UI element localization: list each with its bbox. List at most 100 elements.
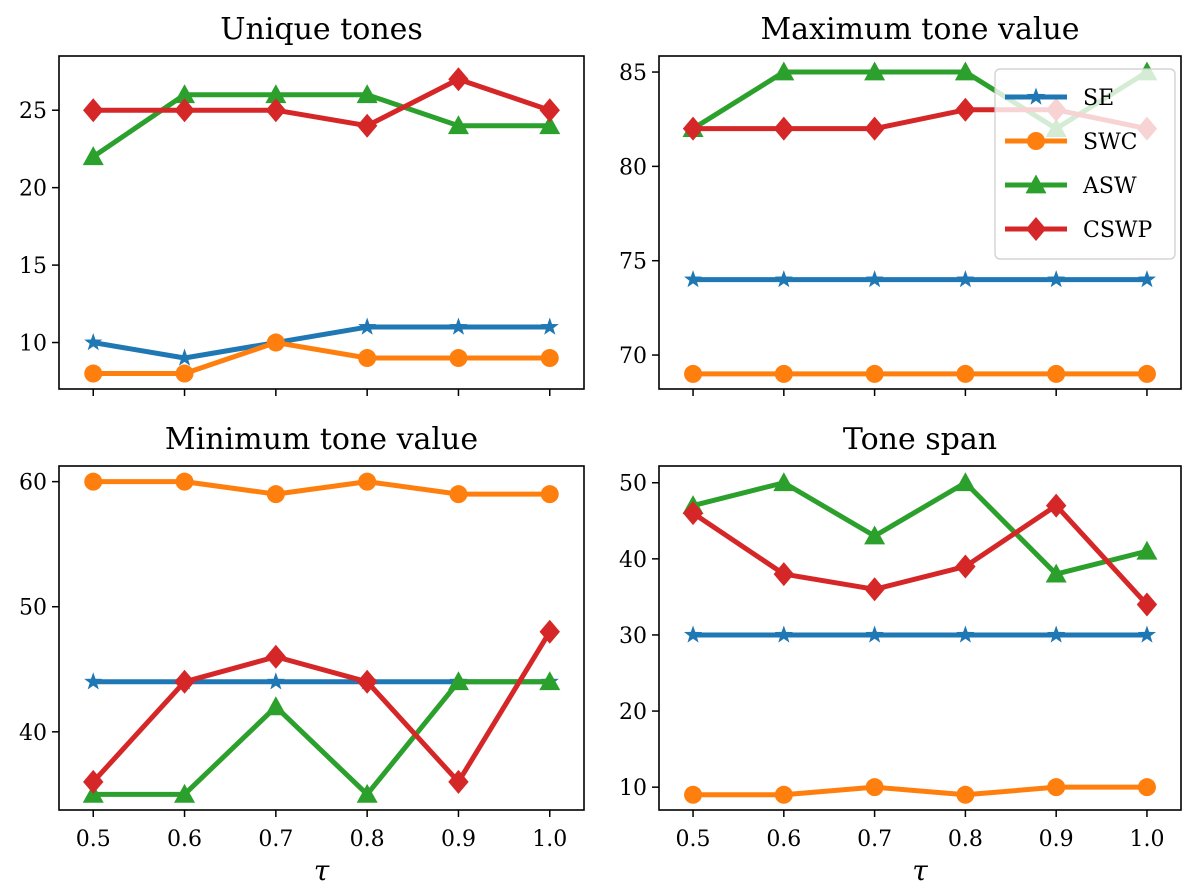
data-point-cswp bbox=[174, 98, 195, 123]
y-tick-label: 20 bbox=[619, 700, 647, 725]
data-point-cswp bbox=[1045, 493, 1067, 518]
axes-frame bbox=[658, 465, 1182, 811]
legend-label: CSWP bbox=[1083, 218, 1153, 243]
series-swc bbox=[84, 472, 559, 504]
data-point-se bbox=[84, 333, 103, 351]
data-point-swc bbox=[449, 349, 468, 368]
data-point-swc bbox=[358, 349, 377, 368]
y-tick-label: 80 bbox=[619, 155, 647, 180]
x-tick-label: 0.6 bbox=[766, 827, 801, 852]
data-point-cswp bbox=[682, 116, 704, 141]
series-se bbox=[684, 270, 1156, 288]
series-line-asw bbox=[690, 480, 1150, 577]
data-point-swc bbox=[956, 364, 975, 383]
data-point-asw bbox=[265, 696, 287, 716]
data-point-swc bbox=[175, 364, 194, 383]
data-point-asw bbox=[1136, 540, 1158, 560]
series-line-cswp bbox=[90, 629, 553, 785]
data-point-cswp bbox=[682, 501, 704, 526]
legend-marker bbox=[1025, 174, 1047, 194]
panel-title: Tone span bbox=[843, 422, 997, 457]
data-point-se bbox=[1047, 625, 1066, 643]
series-asw bbox=[82, 84, 561, 166]
data-point-se bbox=[358, 317, 377, 335]
data-point-cswp bbox=[174, 669, 195, 694]
data-point-se bbox=[84, 672, 103, 690]
y-tick-label: 30 bbox=[619, 624, 647, 649]
y-tick-label: 50 bbox=[19, 596, 47, 621]
axes-frame bbox=[58, 465, 585, 811]
series-se bbox=[684, 625, 1156, 643]
data-point-cswp bbox=[539, 98, 560, 123]
y-tick-label: 10 bbox=[19, 332, 47, 357]
panel-title: Maximum tone value bbox=[760, 12, 1079, 47]
data-point-swc bbox=[1047, 778, 1066, 797]
x-tick-label: 1.0 bbox=[1129, 827, 1164, 852]
x-tick-label: 0.8 bbox=[948, 827, 983, 852]
x-axis-label: τ bbox=[912, 854, 928, 887]
data-point-swc bbox=[540, 349, 559, 368]
data-point-asw bbox=[82, 146, 104, 166]
data-point-se bbox=[1137, 270, 1156, 288]
data-point-swc bbox=[266, 485, 285, 504]
legend: SE SWC ASW CSWP bbox=[994, 68, 1176, 260]
data-point-cswp bbox=[955, 554, 976, 579]
x-axis-label: τ bbox=[314, 854, 330, 887]
legend-entry-cswp: CSWP bbox=[1005, 217, 1153, 243]
data-point-se bbox=[774, 625, 793, 643]
data-point-asw bbox=[954, 472, 976, 492]
y-tick-label: 10 bbox=[619, 776, 647, 801]
data-point-se bbox=[266, 672, 285, 690]
data-point-swc bbox=[1137, 364, 1156, 383]
data-point-swc bbox=[84, 364, 103, 383]
legend-box bbox=[994, 68, 1176, 260]
data-point-se bbox=[1137, 625, 1156, 643]
series-swc bbox=[684, 364, 1156, 383]
data-point-swc bbox=[540, 485, 559, 504]
data-point-asw bbox=[539, 671, 561, 691]
series-cswp bbox=[682, 493, 1158, 617]
x-tick-label: 1.0 bbox=[532, 827, 567, 852]
series-line-asw bbox=[90, 679, 553, 797]
series-line-se bbox=[90, 324, 553, 361]
data-point-swc bbox=[449, 485, 468, 504]
data-point-swc bbox=[865, 364, 884, 383]
series-cswp bbox=[83, 67, 560, 138]
data-point-asw bbox=[864, 61, 886, 81]
data-point-cswp bbox=[356, 113, 378, 138]
data-point-swc bbox=[774, 785, 793, 804]
data-point-se bbox=[865, 270, 884, 288]
y-tick-label: 70 bbox=[619, 344, 647, 369]
data-point-asw bbox=[954, 61, 976, 81]
data-point-swc bbox=[266, 333, 285, 352]
x-tick-label: 0.9 bbox=[1039, 827, 1074, 852]
data-point-swc bbox=[684, 364, 703, 383]
data-point-swc bbox=[684, 785, 703, 804]
legend-marker bbox=[1026, 87, 1046, 105]
data-point-asw bbox=[447, 671, 469, 691]
data-point-cswp bbox=[864, 577, 885, 602]
data-point-swc bbox=[956, 785, 975, 804]
series-line-cswp bbox=[90, 76, 553, 129]
y-tick-label: 85 bbox=[619, 61, 647, 86]
data-point-asw bbox=[864, 525, 886, 545]
series-asw bbox=[682, 472, 1158, 583]
x-tick-label: 0.7 bbox=[857, 827, 892, 852]
legend-entry-asw: ASW bbox=[1005, 174, 1137, 199]
data-point-swc bbox=[84, 472, 103, 491]
y-tick-label: 40 bbox=[619, 548, 647, 573]
data-point-cswp bbox=[265, 644, 287, 669]
data-point-asw bbox=[773, 472, 795, 492]
data-point-swc bbox=[774, 364, 793, 383]
data-point-asw bbox=[1045, 563, 1067, 583]
legend-marker bbox=[1027, 132, 1045, 150]
data-point-cswp bbox=[773, 116, 795, 141]
y-tick-label: 15 bbox=[19, 254, 47, 279]
legend-entry-swc: SWC bbox=[1005, 130, 1138, 155]
legend-label: ASW bbox=[1082, 174, 1137, 199]
legend-label: SWC bbox=[1083, 130, 1138, 155]
series-line-swc bbox=[90, 479, 553, 497]
series-swc bbox=[684, 778, 1156, 804]
series-line-cswp bbox=[690, 503, 1150, 608]
data-point-swc bbox=[1137, 778, 1156, 797]
